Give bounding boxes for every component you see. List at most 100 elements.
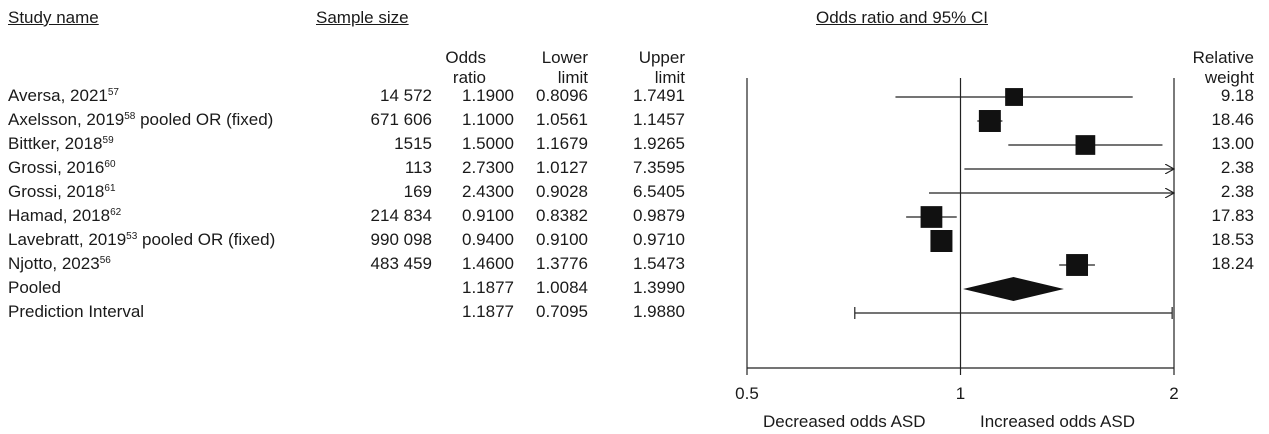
study-name-text: Lavebratt, 2019 xyxy=(8,230,127,249)
study-name-header: Study name xyxy=(8,8,99,27)
sample-size-value: 671 606 xyxy=(370,110,432,129)
relative-weight-header-line2: weight xyxy=(1204,68,1254,87)
lower-limit-value: 0.8096 xyxy=(536,86,588,105)
table-row: Pooled 1.1877 1.0084 1.3990 xyxy=(0,278,700,300)
table-row: Lavebratt, 201953 pooled OR (fixed) 990 0… xyxy=(0,230,700,252)
lower-limit-value: 0.9100 xyxy=(536,230,588,249)
point-square xyxy=(1075,135,1096,155)
lower-limit-value: 0.8382 xyxy=(536,206,588,225)
sample-size-value: 169 xyxy=(403,182,432,201)
study-name-text: Pooled xyxy=(8,278,61,297)
sample-size-value: 483 459 xyxy=(370,254,432,273)
odds-ratio-value: 0.9100 xyxy=(462,206,514,225)
table-row: Axelsson, 201958 pooled OR (fixed) 671 60… xyxy=(0,110,700,132)
upper-limit-value: 6.5405 xyxy=(633,182,685,201)
point-square xyxy=(1005,88,1024,106)
lower-limit-value: 1.0084 xyxy=(536,278,588,297)
upper-limit-value: 1.7491 xyxy=(633,86,685,105)
upper-limit-header-line1: Upper xyxy=(638,48,685,67)
upper-limit-value: 0.9710 xyxy=(633,230,685,249)
upper-limit-header-line2: limit xyxy=(654,68,685,87)
sample-size-value: 113 xyxy=(404,158,432,177)
odds-ratio-value: 2.4300 xyxy=(462,182,514,201)
upper-limit-value: 1.1457 xyxy=(633,110,685,129)
lower-limit-header-line1: Lower xyxy=(541,48,588,67)
odds-ratio-value: 1.5000 xyxy=(462,134,514,153)
upper-limit-value: 1.9880 xyxy=(633,302,685,321)
x-axis-label-right: Increased odds ASD xyxy=(980,412,1135,431)
odds-ratio-header-line2: ratio xyxy=(452,68,486,87)
table-row: Hamad, 201862 214 834 0.9100 0.8382 0.9879 xyxy=(0,206,700,228)
relative-weight-value: 13.00 xyxy=(1211,134,1254,153)
study-name: Axelsson, 201958 pooled OR (fixed) xyxy=(8,110,273,130)
odds-ratio-value: 1.1900 xyxy=(462,86,514,105)
odds-ratio-value: 1.1000 xyxy=(462,110,514,129)
study-name: Bittker, 201859 xyxy=(8,134,114,154)
study-reference: 62 xyxy=(110,207,122,218)
upper-limit-value: 1.9265 xyxy=(633,134,685,153)
lower-limit-value: 0.7095 xyxy=(536,302,588,321)
upper-limit-value: 1.3990 xyxy=(633,278,685,297)
study-name-text: Aversa, 2021 xyxy=(8,86,108,105)
odds-ratio-value: 1.1877 xyxy=(462,302,514,321)
sample-size-value: 14 572 xyxy=(380,86,432,105)
study-name-text: Axelsson, 2019 xyxy=(8,110,125,129)
odds-ratio-value: 1.4600 xyxy=(462,254,514,273)
study-name-text: Grossi, 2016 xyxy=(8,158,105,177)
table-row: Grossi, 201861 169 2.4300 0.9028 6.5405 xyxy=(0,182,700,204)
table-row: Bittker, 201859 1515 1.5000 1.1679 1.9265 xyxy=(0,134,700,156)
study-name: Hamad, 201862 xyxy=(8,206,121,226)
point-square xyxy=(1066,254,1089,276)
relative-weight-value: 18.46 xyxy=(1211,110,1254,129)
x-axis-label-left: Decreased odds ASD xyxy=(763,412,926,431)
pooled-diamond xyxy=(963,277,1064,301)
upper-limit-header: Upper limit xyxy=(639,48,685,88)
study-name: Pooled xyxy=(8,278,61,298)
study-name-suffix: pooled OR (fixed) xyxy=(135,110,274,129)
point-square xyxy=(978,110,1001,132)
x-tick-label: 2 xyxy=(1169,384,1179,403)
relative-weight-value: 17.83 xyxy=(1211,206,1254,225)
study-reference: 58 xyxy=(124,111,136,122)
study-name-text: Grossi, 2018 xyxy=(8,182,105,201)
study-name-text: Njotto, 2023 xyxy=(8,254,100,273)
odds-ratio-value: 0.9400 xyxy=(462,230,514,249)
point-square xyxy=(930,230,953,252)
study-reference: 60 xyxy=(104,159,116,170)
lower-limit-header: Lower limit xyxy=(542,48,588,88)
odds-ratio-value: 2.7300 xyxy=(462,158,514,177)
relative-weight-value: 18.24 xyxy=(1211,254,1254,273)
x-tick-label: 1 xyxy=(955,384,966,403)
study-name-text: Hamad, 2018 xyxy=(8,206,111,225)
upper-limit-value: 1.5473 xyxy=(633,254,685,273)
upper-limit-value: 0.9879 xyxy=(633,206,685,225)
lower-limit-value: 1.1679 xyxy=(536,134,588,153)
study-name-text: Bittker, 2018 xyxy=(8,134,103,153)
study-reference: 56 xyxy=(99,255,111,266)
table-row: Njotto, 202356 483 459 1.4600 1.3776 1.5473 xyxy=(0,254,700,276)
table-row: Grossi, 201660 113 2.7300 1.0127 7.3595 xyxy=(0,158,700,180)
sample-size-value: 214 834 xyxy=(370,206,432,225)
relative-weight-header: Relative weight xyxy=(1193,48,1254,88)
study-name: Grossi, 201861 xyxy=(8,182,116,202)
odds-ratio-header: Odds ratio xyxy=(445,48,486,88)
sample-size-value: 990 098 xyxy=(370,230,432,249)
relative-weight-value: 9.18 xyxy=(1220,86,1254,105)
table-row: Aversa, 202157 14 572 1.1900 0.8096 1.7491 xyxy=(0,86,700,108)
lower-limit-value: 1.3776 xyxy=(536,254,588,273)
point-square xyxy=(920,206,943,228)
odds-ratio-header-line1: Odds xyxy=(445,48,486,67)
plot-title: Odds ratio and 95% CI xyxy=(816,8,988,27)
lower-limit-value: 1.0127 xyxy=(536,158,588,177)
table-row: Prediction Interval 1.1877 0.7095 1.9880 xyxy=(0,302,700,324)
study-reference: 53 xyxy=(126,231,138,242)
lower-limit-value: 1.0561 xyxy=(536,110,588,129)
study-name-suffix: pooled OR (fixed) xyxy=(137,230,276,249)
upper-limit-value: 7.3595 xyxy=(633,158,685,177)
study-name: Grossi, 201660 xyxy=(8,158,116,178)
sample-size-value: 1515 xyxy=(394,134,432,153)
sample-size-header: Sample size xyxy=(316,8,409,27)
x-tick-label: 0.5 xyxy=(735,384,759,403)
study-name-text: Prediction Interval xyxy=(8,302,145,321)
